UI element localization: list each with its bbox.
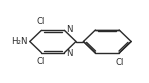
Text: Cl: Cl — [36, 57, 45, 66]
Text: H₂N: H₂N — [11, 37, 28, 46]
Text: Cl: Cl — [116, 58, 124, 67]
Text: N: N — [66, 25, 73, 34]
Text: N: N — [66, 49, 73, 58]
Text: Cl: Cl — [36, 17, 45, 26]
